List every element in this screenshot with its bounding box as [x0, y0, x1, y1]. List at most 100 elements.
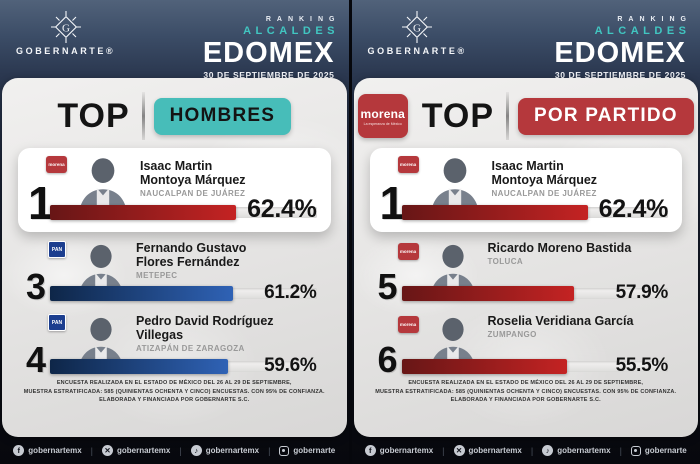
panel-footer: f gobernartemx | ✕ gobernartemx | ♪ gobernartem…	[352, 437, 700, 464]
social-handle-text: gobernartemx	[205, 446, 260, 455]
social-separator: |	[619, 445, 622, 456]
candidate-name-block: Isaac Martin Montoya Márquez NAUCALPAN DE …	[491, 159, 598, 198]
masthead-ranking: RANKING	[265, 16, 341, 23]
ranking-entry: morena Isaac Martin Montoya Márquez NAUCALP…	[369, 148, 682, 232]
pan-badge-icon: PAN	[48, 241, 66, 258]
municipality-label: ZUMPANGO	[487, 329, 537, 339]
morena-badge-icon: morena	[397, 243, 419, 260]
gobernarte-diamond-icon: G	[402, 11, 433, 43]
candidate-name: Isaac Martin	[491, 159, 564, 173]
facebook-icon: f	[364, 445, 376, 456]
candidate-name-block: Ricardo Moreno Bastida TOLUCA	[487, 241, 632, 267]
social-separator: |	[90, 445, 93, 456]
panel-header: G GOBERNARTE® RANKING ALCALDES EDOMEX 30…	[0, 0, 349, 80]
social-separator: |	[179, 445, 182, 456]
masthead-category: ALCALDES	[243, 25, 339, 37]
masthead: RANKING ALCALDES EDOMEX 30 DE SEPTIEMBRE…	[203, 16, 335, 80]
ranking-entry: morena Isaac Martin Montoya Márquez NAUCALP…	[18, 148, 331, 232]
ranking-card-hombres: G GOBERNARTE® RANKING ALCALDES EDOMEX 30…	[0, 0, 349, 464]
footnote-line: ENCUESTA REALIZADA EN EL ESTADO DE MÉXIC…	[56, 380, 292, 387]
masthead-category: ALCALDES	[594, 25, 691, 37]
title-divider	[506, 92, 510, 140]
percent-label: 62.4%	[247, 195, 317, 223]
gobernarte-diamond-icon: G	[50, 11, 81, 43]
rank-number: 6	[377, 338, 398, 380]
social-separator: |	[442, 445, 445, 456]
municipality-label: NAUCALPAN DE JUÁREZ	[491, 188, 597, 198]
morena-party-logo: morena La esperanza de México	[357, 94, 408, 138]
social-handle-text: gobernartemx	[28, 446, 82, 455]
social-handle-text: gobernartemx	[468, 446, 522, 455]
brand-name: GOBERNARTE®	[367, 46, 467, 56]
bar-fill	[401, 205, 588, 220]
social-handle: ♪ gobernartemx	[542, 445, 611, 456]
footnote-line: ENCUESTA REALIZADA EN EL ESTADO DE MÉXIC…	[408, 380, 644, 387]
percent-label: 57.9%	[615, 282, 669, 303]
title-top: TOP	[57, 96, 130, 135]
rank-number: 3	[26, 265, 47, 307]
morena-badge-icon: morena	[397, 316, 419, 333]
candidate-name: Pedro David Rodríguez	[136, 314, 274, 328]
social-handle: ✕ gobernartemx	[453, 445, 522, 456]
person-photo	[72, 154, 134, 212]
municipality-label: METEPEC	[136, 270, 178, 280]
bar-fill	[50, 286, 233, 301]
social-handle: f gobernartemx	[364, 445, 433, 456]
masthead-region: EDOMEX	[202, 37, 335, 69]
morena-badge-icon: morena	[397, 156, 419, 173]
brand-name: GOBERNARTE®	[16, 46, 116, 56]
entries-list: morena Isaac Martin Montoya Márquez NAUCALP…	[354, 138, 699, 378]
municipality-label: ATIZAPÁN DE ZARAGOZA	[136, 343, 245, 353]
social-handle-text: gobernartemx	[117, 446, 171, 455]
panel-header: G GOBERNARTE® RANKING ALCALDES EDOMEX 30…	[352, 0, 700, 80]
approval-bar: 55.5%	[401, 355, 668, 376]
social-handle-text: gobernarte	[644, 446, 687, 455]
pan-badge-icon: PAN	[48, 314, 66, 331]
survey-footnote: ENCUESTA REALIZADA EN EL ESTADO DE MÉXIC…	[2, 379, 347, 405]
candidate-name-block: Fernando Gustavo Flores Fernández METEPEC	[136, 241, 246, 280]
percent-label: 62.4%	[598, 195, 669, 223]
svg-text:G: G	[413, 23, 421, 35]
person-photo	[424, 154, 486, 212]
title-badge: POR PARTIDO	[518, 97, 694, 135]
percent-label: 55.5%	[615, 355, 669, 376]
social-handle: ✕ gobernartemx	[102, 445, 170, 456]
rank-number: 4	[26, 338, 47, 380]
title-badge: HOMBRES	[153, 97, 292, 135]
morena-logo-name: morena	[360, 106, 406, 121]
masthead-date: 30 DE SEPTIEMBRE DE 2025	[554, 70, 686, 80]
bar-fill	[50, 359, 228, 374]
municipality-label: TOLUCA	[487, 256, 524, 266]
candidate-name: Montoya Márquez	[491, 172, 598, 187]
facebook-icon: f	[13, 445, 25, 456]
rank-number: 1	[28, 176, 54, 229]
social-handle: ♪ gobernartemx	[190, 445, 260, 456]
bar-fill	[401, 286, 575, 301]
instagram-icon	[279, 445, 290, 456]
tiktok-icon: ♪	[542, 445, 554, 456]
title-top: TOP	[421, 96, 495, 135]
title-row: morena La esperanza de México TOP POR PARTI…	[354, 92, 699, 140]
social-handle: f gobernartemx	[13, 445, 82, 456]
candidate-name-block: Isaac Martin Montoya Márquez NAUCALPAN DE …	[140, 159, 246, 198]
approval-bar: 62.4%	[401, 195, 668, 223]
percent-label: 61.2%	[264, 282, 317, 303]
footnote-line: ELABORADA Y FINANCIADA POR GOBERNARTE S.…	[450, 397, 601, 404]
percent-label: 59.6%	[264, 355, 317, 376]
social-handle: gobernarte	[630, 445, 687, 456]
footnote-line: MUESTRA ESTRATIFICADA: 585 (QUINIENTAS O…	[375, 388, 677, 395]
morena-badge-icon: morena	[46, 156, 67, 173]
masthead-ranking: RANKING	[617, 16, 692, 23]
gobernarte-logo: G GOBERNARTE®	[368, 10, 467, 56]
footnote-line: ELABORADA Y FINANCIADA POR GOBERNARTE S.…	[99, 397, 250, 404]
social-separator: |	[268, 445, 271, 456]
candidate-name-block: Roselia Veridiana García ZUMPANGO	[487, 314, 634, 340]
rank-number: 5	[377, 265, 398, 307]
morena-logo-tagline: La esperanza de México	[363, 121, 402, 126]
title-row: TOP HOMBRES	[2, 92, 347, 140]
social-handle-text: gobernartemx	[557, 446, 611, 455]
approval-bar: 62.4%	[50, 195, 317, 223]
candidate-name: Villegas	[136, 327, 184, 342]
panel-footer: f gobernartemx | ✕ gobernartemx | ♪ gobernartem…	[0, 437, 349, 464]
ranking-entry: PAN Fernando Gustavo Flores Fernández METEP…	[18, 239, 331, 305]
